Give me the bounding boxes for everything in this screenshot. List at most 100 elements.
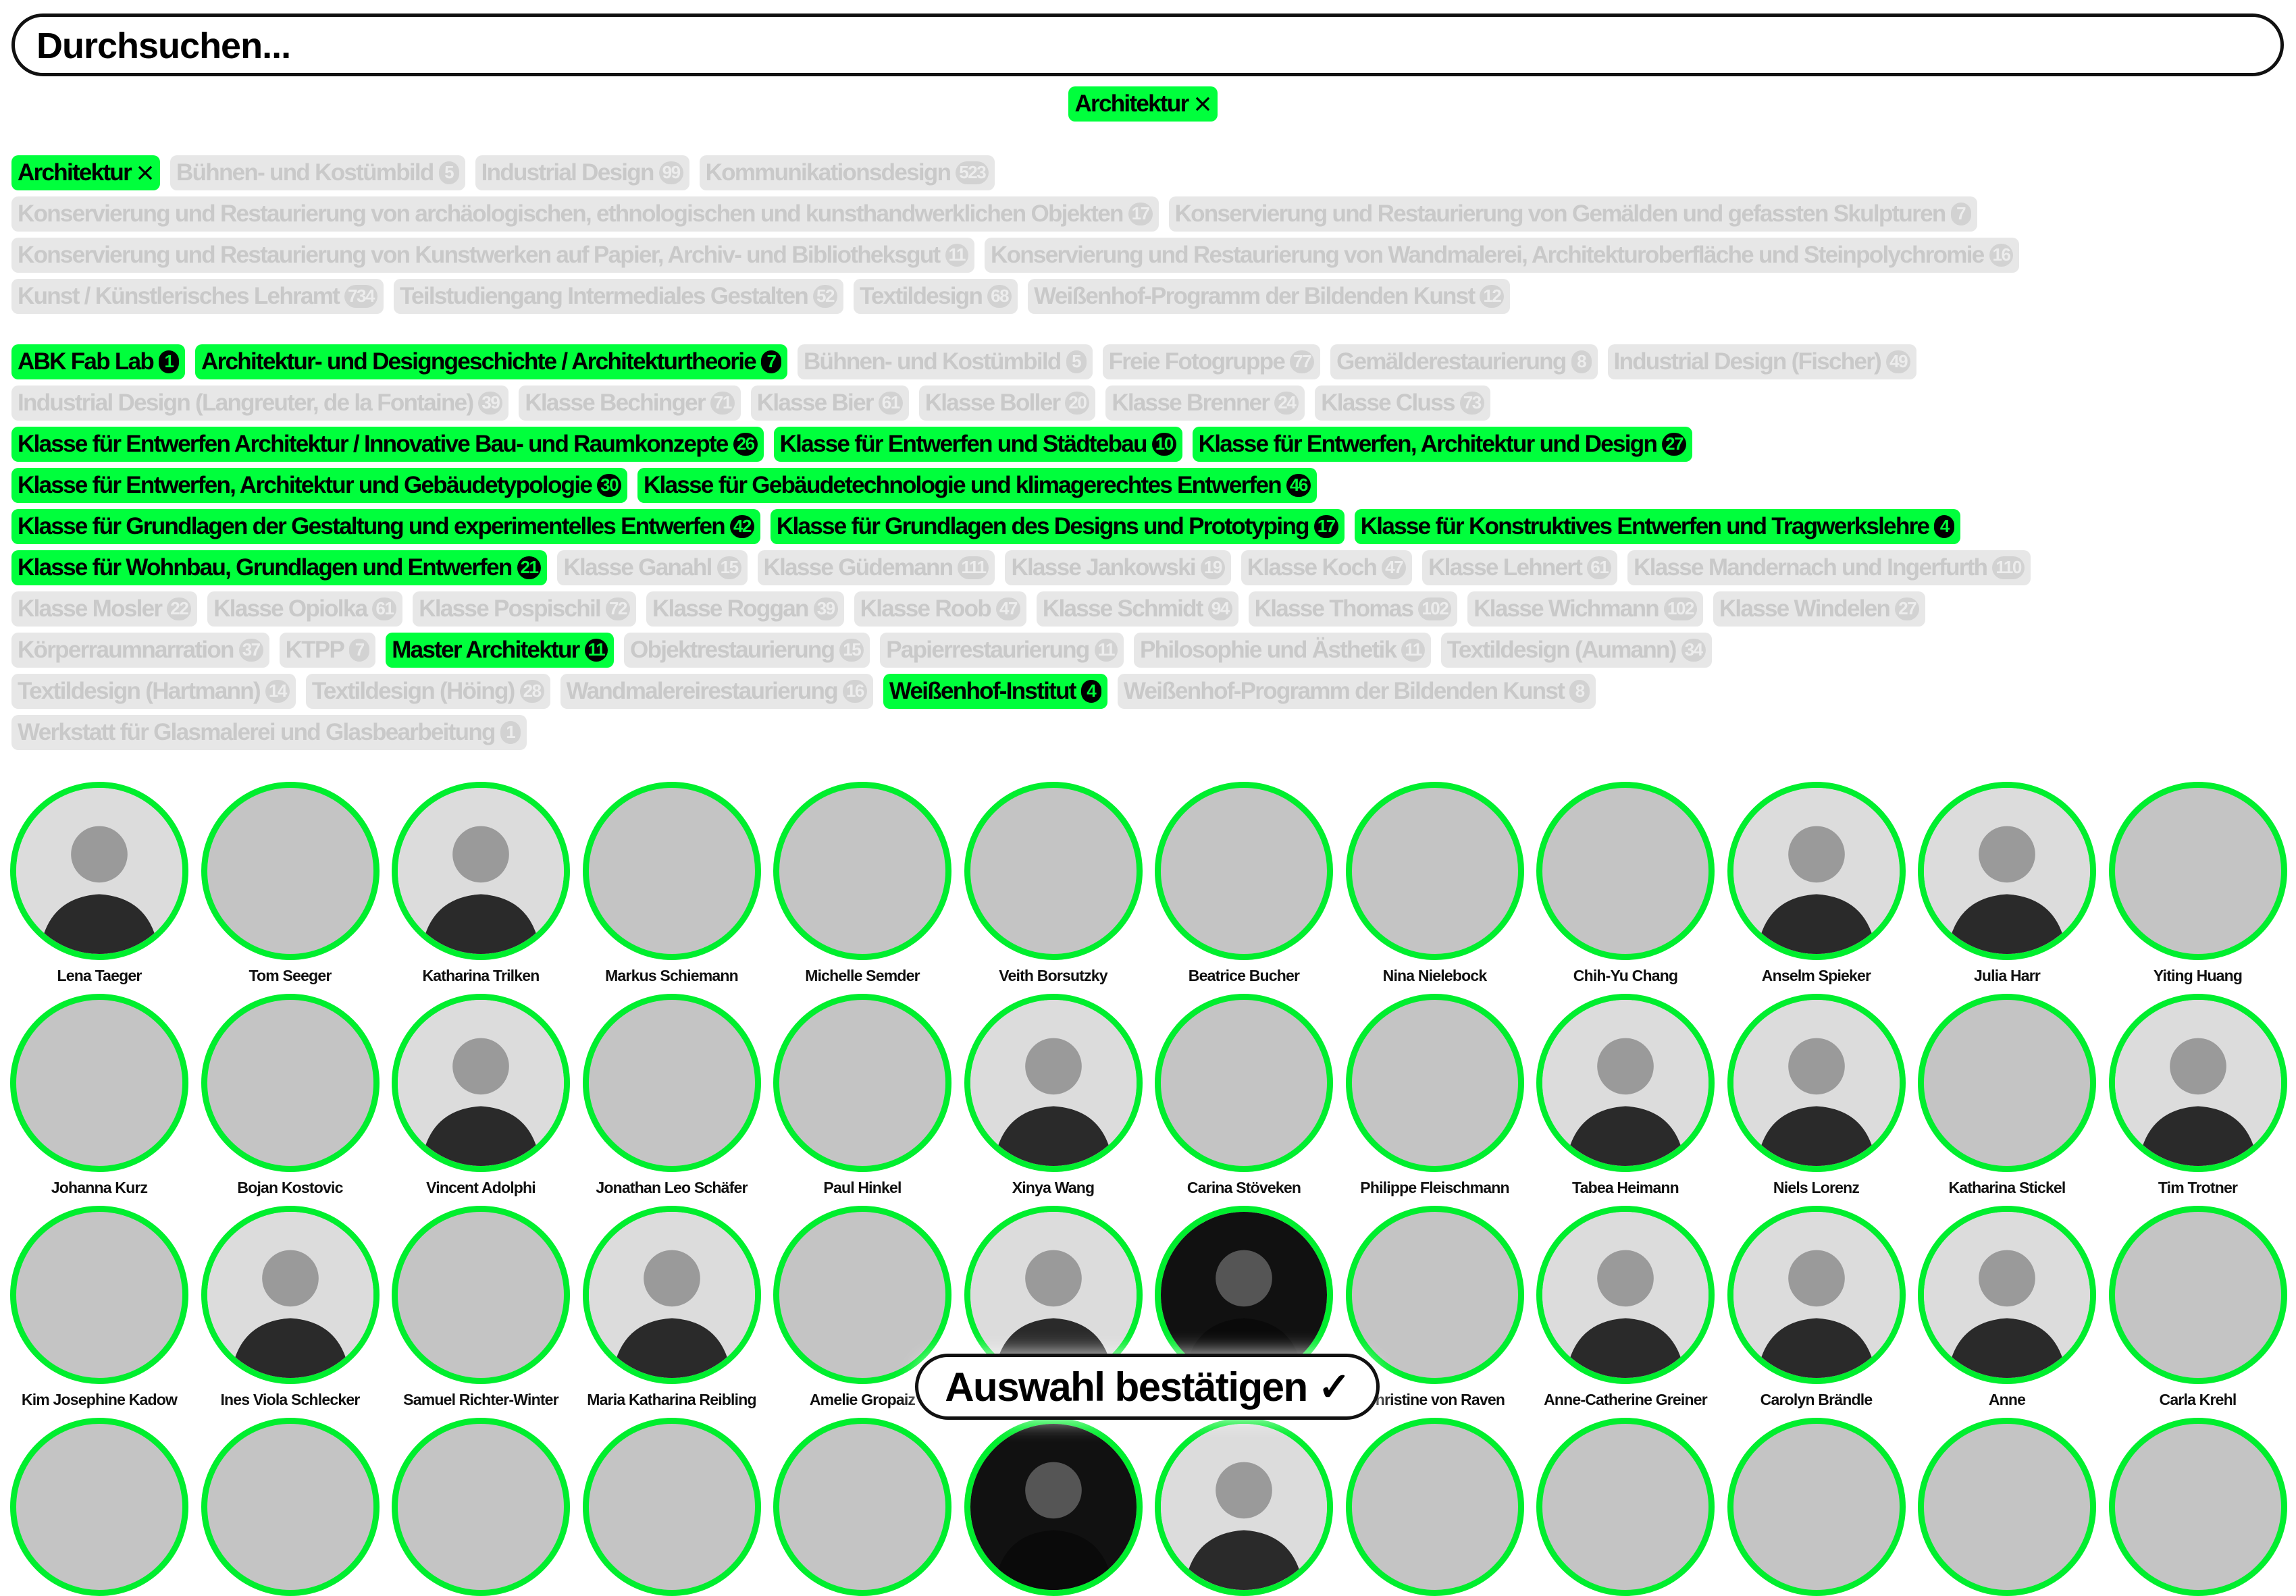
person-card[interactable]: Veith Borsutzky [958,782,1149,985]
filter-chip[interactable]: Klasse für Entwerfen, Architektur und Ge… [11,467,628,503]
avatar[interactable] [1918,1418,2096,1596]
filter-chip[interactable]: Industrial Design 99 [475,155,689,190]
avatar[interactable] [201,782,380,960]
filter-chip[interactable]: Weißenhof-Institut 4 [883,673,1107,709]
person-card[interactable] [386,1418,576,1596]
filter-chip[interactable]: Klasse Mosler 22 [11,591,198,627]
filter-chip[interactable]: Bühnen- und Kostümbild 5 [170,155,465,190]
avatar[interactable] [1155,782,1333,960]
avatar[interactable] [1918,782,2096,960]
filter-chip[interactable]: Philosophie und Ästhetik 11 [1134,632,1431,668]
filter-chip[interactable]: Klasse Güdemann 111 [757,550,995,585]
filter-chip[interactable]: Konservierung und Restaurierung von Wand… [985,237,2020,273]
person-card[interactable]: Maria Katharina Reibling [577,1206,767,1409]
avatar[interactable] [392,782,570,960]
filter-chip[interactable]: Klasse Thomas 102 [1248,591,1458,627]
filter-chip[interactable]: Architektur- und Designgeschichte / Arch… [195,344,787,379]
person-card[interactable]: Bojan Kostovic [195,994,386,1197]
filter-chip[interactable]: Weißenhof-Programm der Bildenden Kunst 8 [1117,673,1596,709]
person-card[interactable]: Katharina Trilken [386,782,576,985]
person-card[interactable]: Kim Josephine Kadow [4,1206,194,1409]
filter-chip[interactable]: Objektrestaurierung 15 [624,632,870,668]
avatar[interactable] [10,1418,188,1596]
avatar[interactable] [392,994,570,1172]
avatar[interactable] [773,994,951,1172]
avatar[interactable] [1727,1418,1906,1596]
person-card[interactable]: Tom Seeger [195,782,386,985]
avatar[interactable] [773,1206,951,1384]
filter-chip[interactable]: Industrial Design (Langreuter, de la Fon… [11,385,509,421]
avatar[interactable] [1536,1206,1715,1384]
avatar[interactable] [201,1206,380,1384]
person-card[interactable]: Julia Harr [1912,782,2102,985]
person-card[interactable]: Samuel Richter-Winter [386,1206,576,1409]
avatar[interactable] [2108,1206,2287,1384]
person-card[interactable]: Vincent Adolphi [386,994,576,1197]
avatar[interactable] [773,782,951,960]
filter-chip[interactable]: Kunst / Künstlerisches Lehramt 734 [11,278,384,314]
filter-chip[interactable]: Klasse Roggan 39 [646,591,844,627]
search-bar[interactable] [11,14,2284,76]
filter-chip[interactable]: Gemälderestaurierung 8 [1330,344,1598,379]
filter-chip[interactable]: Klasse Jankowski 19 [1005,550,1231,585]
filter-chip[interactable]: Klasse für Gebäudetechnologie und klimag… [637,467,1317,503]
filter-chip[interactable]: Klasse für Konstruktives Entwerfen und T… [1354,508,1961,544]
avatar[interactable] [1345,1206,1524,1384]
filter-chip[interactable]: Klasse für Grundlagen der Gestaltung und… [11,508,760,544]
avatar[interactable] [964,1418,1143,1596]
selected-filter-chip[interactable]: Architektur [1068,86,1218,122]
person-card[interactable] [1912,1418,2102,1596]
person-card[interactable]: Carina Stöveken [1149,994,1339,1197]
filter-chip[interactable]: Klasse für Entwerfen und Städtebau 10 [773,426,1182,462]
person-card[interactable] [1530,1418,1721,1596]
avatar[interactable] [1536,994,1715,1172]
person-card[interactable]: Lena Taeger [4,782,194,985]
avatar[interactable] [582,782,761,960]
filter-chip[interactable]: Textildesign (Höing) 28 [305,673,550,709]
person-card[interactable]: Paul Hinkel [767,994,958,1197]
person-card[interactable]: Carla Krehl [2103,1206,2293,1409]
filter-chip[interactable]: KTPP 7 [279,632,376,668]
filter-chip[interactable]: Klasse Brenner 24 [1105,385,1305,421]
avatar[interactable] [1727,994,1906,1172]
person-card[interactable] [1721,1418,1912,1596]
person-card[interactable] [767,1418,958,1596]
person-card[interactable]: Yiting Huang [2103,782,2293,985]
filter-chip[interactable]: Klasse für Entwerfen, Architektur und De… [1192,426,1693,462]
avatar[interactable] [1345,782,1524,960]
filter-chip[interactable]: Freie Fotogruppe 77 [1102,344,1321,379]
person-card[interactable]: Christine von Raven [1340,1206,1530,1409]
person-card[interactable] [958,1418,1149,1596]
filter-chip[interactable]: Werkstatt für Glasmalerei und Glasbearbe… [11,714,527,750]
person-card[interactable]: Michelle Semder [767,782,958,985]
filter-chip[interactable]: Klasse Bechinger 71 [519,385,741,421]
filter-chip[interactable]: Teilstudiengang Intermediales Gestalten 5… [393,278,843,314]
filter-chip[interactable]: Klasse Schmidt 94 [1036,591,1238,627]
avatar[interactable] [1536,1418,1715,1596]
avatar[interactable] [964,994,1143,1172]
filter-chip[interactable]: Körperraumnarration 37 [11,632,269,668]
filter-chip[interactable]: Kommunikationsdesign 523 [699,155,995,190]
filter-chip[interactable]: Konservierung und Restaurierung von Gemä… [1168,196,1977,232]
avatar[interactable] [2108,994,2287,1172]
avatar[interactable] [964,782,1143,960]
avatar[interactable] [1727,782,1906,960]
person-card[interactable]: Philippe Fleischmann [1340,994,1530,1197]
person-card[interactable]: Beatrice Bucher [1149,782,1339,985]
filter-chip[interactable]: Klasse Boller 20 [918,385,1096,421]
avatar[interactable] [1155,1418,1333,1596]
filter-chip[interactable]: Klasse Wichmann 102 [1467,591,1703,627]
person-card[interactable]: Jonathan Leo Schäfer [577,994,767,1197]
avatar[interactable] [392,1418,570,1596]
avatar[interactable] [582,994,761,1172]
avatar[interactable] [1918,1206,2096,1384]
person-card[interactable]: Markus Schiemann [577,782,767,985]
person-card[interactable] [1149,1418,1339,1596]
person-card[interactable]: Johanna Kurz [4,994,194,1197]
person-card[interactable]: Anne [1912,1206,2102,1409]
filter-chip[interactable]: ABK Fab Lab 1 [11,344,186,379]
filter-chip[interactable]: Textildesign 68 [853,278,1018,314]
filter-chip[interactable]: Konservierung und Restaurierung von Kuns… [11,237,974,273]
person-card[interactable] [195,1418,386,1596]
filter-chip[interactable]: Wandmalereirestaurierung 16 [560,673,873,709]
